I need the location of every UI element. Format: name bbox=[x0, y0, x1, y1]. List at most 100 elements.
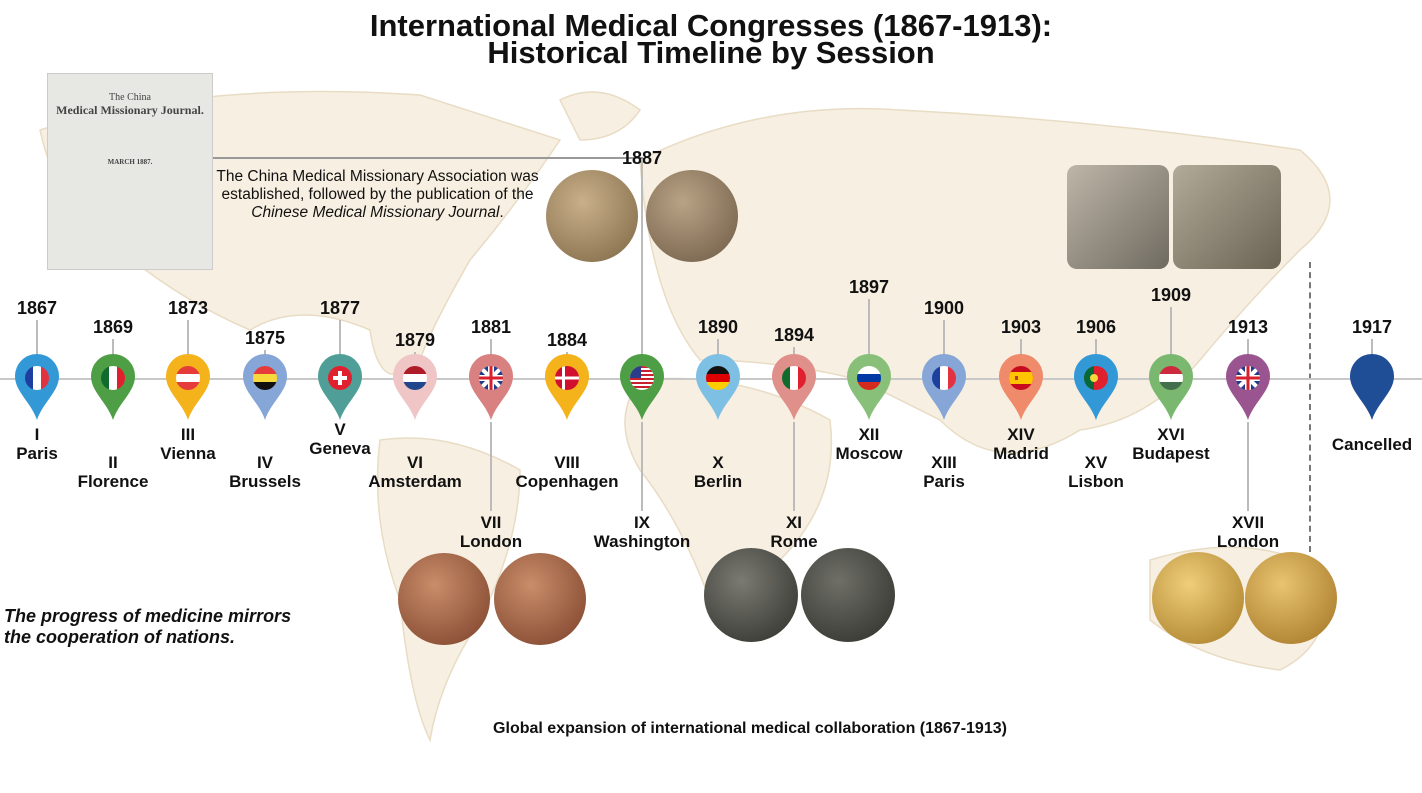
label-connector bbox=[641, 422, 643, 511]
session-label: III Vienna bbox=[160, 425, 215, 463]
year-connector bbox=[1247, 339, 1249, 356]
war-divider bbox=[1309, 262, 1311, 552]
caption: Global expansion of international medica… bbox=[493, 720, 1007, 737]
flag-russia-icon bbox=[857, 366, 881, 390]
session-label: XII Moscow bbox=[835, 425, 902, 463]
flag-germany-icon bbox=[706, 366, 730, 390]
map-pin-icon[interactable] bbox=[543, 352, 591, 422]
session-number: VII bbox=[480, 513, 502, 532]
journal-cover-image: The China Medical Missionary Journal. MA… bbox=[47, 73, 213, 270]
session-year: 1900 bbox=[923, 298, 965, 318]
map-pin-icon[interactable] bbox=[845, 352, 893, 422]
journal-title-2: Medical Missionary Journal. bbox=[56, 103, 204, 117]
year-connector bbox=[490, 339, 492, 356]
session-number: V bbox=[334, 420, 346, 439]
session-city: Moscow bbox=[835, 444, 903, 463]
session-number: VIII bbox=[554, 453, 580, 472]
map-pin-icon[interactable] bbox=[770, 352, 818, 422]
year-connector bbox=[36, 320, 38, 356]
flag-france-icon bbox=[932, 366, 956, 390]
session-number: XV bbox=[1084, 453, 1108, 472]
map-pin-icon[interactable] bbox=[316, 352, 364, 422]
session-number: VI bbox=[406, 453, 424, 472]
session-city: Budapest bbox=[1132, 444, 1210, 463]
flag-spain-icon bbox=[1009, 366, 1033, 390]
note-text: The China Medical Missionary Association… bbox=[216, 168, 539, 203]
session-city: Copenhagen bbox=[515, 472, 619, 491]
session-number: XII bbox=[858, 425, 880, 444]
year-connector bbox=[1095, 339, 1097, 356]
session-year: 1881 bbox=[470, 317, 512, 337]
session-city: London bbox=[459, 532, 523, 551]
year-connector bbox=[943, 320, 945, 356]
year-connector bbox=[339, 320, 341, 356]
session-year: 1867 bbox=[16, 298, 58, 318]
year-connector bbox=[264, 350, 266, 356]
map-pin-icon[interactable] bbox=[1224, 352, 1272, 422]
session-year: 1873 bbox=[167, 298, 209, 318]
session-label: XV Lisbon bbox=[1068, 453, 1124, 491]
note-connector bbox=[213, 157, 643, 159]
session-city: Amsterdam bbox=[368, 472, 462, 491]
flag-italy-icon bbox=[101, 366, 125, 390]
map-pin-icon[interactable] bbox=[694, 352, 742, 422]
session-label: XVI Budapest bbox=[1132, 425, 1209, 463]
session-label: IX Washington bbox=[594, 513, 691, 551]
session-city: Berlin bbox=[693, 472, 743, 491]
session-year: 1903 bbox=[1000, 317, 1042, 337]
session-city: Lisbon bbox=[1068, 472, 1124, 491]
plaque-1909-back bbox=[1173, 165, 1281, 269]
map-pin-icon[interactable] bbox=[997, 352, 1045, 422]
flag-uk-icon bbox=[479, 366, 503, 390]
map-pin-icon[interactable] bbox=[241, 352, 289, 422]
session-label: II Florence bbox=[78, 453, 149, 491]
map-pin-icon[interactable] bbox=[391, 352, 439, 422]
label-connector bbox=[793, 422, 795, 511]
flag-netherlands-icon bbox=[403, 366, 427, 390]
session-number: XVI bbox=[1157, 425, 1185, 444]
session-label: XIII Paris bbox=[923, 453, 965, 491]
map-pin-icon[interactable] bbox=[89, 352, 137, 422]
medal-1913-front bbox=[1152, 552, 1244, 644]
session-number: XI bbox=[785, 513, 803, 532]
year-connector bbox=[1170, 307, 1172, 356]
session-year: 1875 bbox=[244, 328, 286, 348]
map-pin-icon[interactable] bbox=[920, 352, 968, 422]
plaque-1909-front bbox=[1067, 165, 1169, 269]
session-city: London bbox=[1216, 532, 1280, 551]
medal-1887-back bbox=[646, 170, 738, 262]
session-year: 1897 bbox=[848, 277, 890, 297]
map-pin-icon[interactable] bbox=[1348, 352, 1396, 422]
map-pin-icon[interactable] bbox=[1147, 352, 1195, 422]
label-connector bbox=[490, 422, 492, 511]
session-label: XI Rome bbox=[770, 513, 817, 551]
map-pin-icon[interactable] bbox=[1072, 352, 1120, 422]
session-year: 1894 bbox=[773, 325, 815, 345]
session-number: IV bbox=[256, 453, 274, 472]
flag-usa-icon bbox=[630, 366, 654, 390]
map-pin-icon[interactable] bbox=[164, 352, 212, 422]
session-label: I Paris bbox=[16, 425, 58, 463]
session-label: VI Amsterdam bbox=[368, 453, 462, 491]
session-year: 1909 bbox=[1150, 285, 1192, 305]
session-city: Paris bbox=[923, 472, 965, 491]
map-pin-icon[interactable] bbox=[13, 352, 61, 422]
session-year: 1890 bbox=[697, 317, 739, 337]
flag-france-icon bbox=[25, 366, 49, 390]
china-association-note: The China Medical Missionary Association… bbox=[210, 168, 545, 222]
map-pin-icon[interactable] bbox=[618, 352, 666, 422]
medal-1881-back bbox=[494, 553, 586, 645]
year-connector bbox=[187, 320, 189, 356]
session-number: XIV bbox=[1007, 425, 1035, 444]
journal-date: MARCH 1887. bbox=[107, 158, 153, 166]
map-pin-icon[interactable] bbox=[467, 352, 515, 422]
session-year: 1917 bbox=[1351, 317, 1393, 337]
session-label: XVII London bbox=[1217, 513, 1279, 551]
label-connector bbox=[1247, 422, 1249, 511]
flag-italy-icon bbox=[782, 366, 806, 390]
note-journal-title: Chinese Medical Missionary Journal bbox=[251, 204, 500, 221]
session-city: Vienna bbox=[160, 444, 216, 463]
session-label: VIII Copenhagen bbox=[516, 453, 619, 491]
medal-1894-back bbox=[801, 548, 895, 642]
session-label: XIV Madrid bbox=[993, 425, 1049, 463]
